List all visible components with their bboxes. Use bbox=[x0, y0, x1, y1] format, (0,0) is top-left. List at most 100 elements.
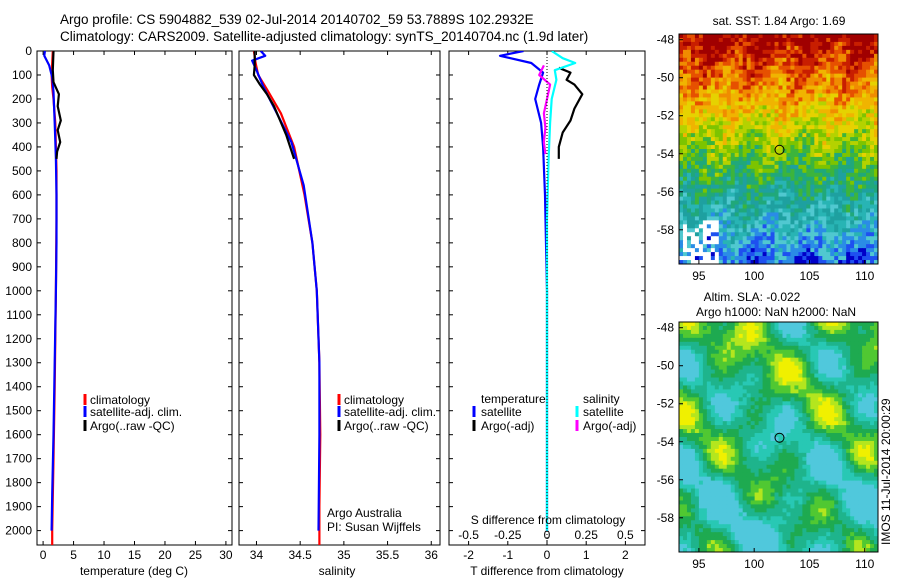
sla-map-cell bbox=[766, 425, 772, 430]
sst-map-cell bbox=[742, 73, 748, 79]
salinity-legend: climatology satellite-adj. clim. Argo(..… bbox=[327, 393, 436, 534]
sla-map-cell bbox=[770, 421, 776, 426]
sst-map-cell bbox=[806, 97, 811, 103]
sla-map-cell bbox=[830, 429, 835, 434]
sst-map-cell bbox=[682, 105, 688, 110]
sla-map-cell bbox=[734, 444, 740, 450]
sst-map-cell bbox=[786, 53, 792, 59]
sst-map-cell bbox=[794, 37, 799, 43]
sst-map-cell bbox=[750, 200, 756, 206]
sla-map-cell bbox=[842, 369, 847, 375]
sst-map-cell bbox=[758, 224, 764, 229]
sst-map-cell bbox=[694, 45, 700, 51]
sla-map-cell bbox=[798, 448, 803, 454]
sst-map-cell bbox=[850, 34, 855, 39]
sla-map-cell bbox=[874, 361, 878, 367]
sla-map-cell bbox=[706, 389, 712, 394]
sla-map-cell bbox=[814, 452, 819, 458]
sla-map-cell bbox=[846, 369, 851, 375]
sst-map-cell bbox=[810, 200, 815, 206]
sst-map-cell bbox=[714, 105, 720, 110]
sst-map-cell bbox=[822, 224, 827, 229]
sla-map-cell bbox=[702, 322, 708, 327]
sst-map-cell bbox=[726, 260, 732, 264]
sla-map-cell bbox=[818, 333, 823, 339]
sst-map-cell bbox=[822, 216, 827, 221]
sla-map-cell bbox=[870, 353, 875, 359]
sla-map-cell bbox=[710, 325, 716, 331]
sst-map-cell bbox=[686, 133, 692, 138]
sst-map-cell bbox=[758, 180, 764, 186]
sla-map-cell bbox=[790, 373, 796, 379]
sla-map-cell bbox=[726, 389, 732, 394]
sla-map-cell bbox=[762, 433, 768, 438]
sla-map-cell bbox=[686, 440, 692, 446]
sla-map-cell bbox=[730, 377, 736, 383]
sst-map-cell bbox=[738, 37, 744, 43]
sst-map-cell bbox=[782, 172, 788, 178]
sst-map-cell bbox=[782, 160, 788, 166]
sst-map-cell bbox=[710, 37, 716, 43]
sst-map-cell bbox=[786, 156, 792, 162]
sst-map-cell bbox=[834, 180, 839, 186]
sla-map-cell bbox=[814, 365, 819, 371]
sst-map-cell bbox=[810, 113, 815, 118]
sla-map-cell bbox=[842, 444, 847, 450]
sst-map-cell bbox=[830, 168, 835, 174]
sst-map-cell bbox=[690, 184, 696, 190]
sst-map-cell bbox=[798, 109, 803, 114]
sla-map-cell bbox=[770, 456, 776, 462]
sst-map-cell bbox=[778, 129, 784, 134]
sst-map-cell bbox=[810, 256, 815, 261]
sla-map-cell bbox=[774, 448, 780, 454]
sst-map-cell bbox=[790, 97, 796, 103]
sst-map-cell bbox=[834, 156, 839, 162]
sla-map-cell bbox=[786, 429, 792, 434]
sla-map-cell bbox=[686, 444, 692, 450]
sst-map-cell bbox=[774, 204, 780, 210]
sla-map-cell bbox=[834, 381, 839, 387]
sst-map-cell bbox=[698, 37, 704, 43]
sla-map-cell bbox=[682, 440, 688, 446]
sst-map-cell bbox=[866, 192, 871, 198]
sla-map-cell bbox=[774, 460, 780, 466]
sst-map-cell bbox=[782, 232, 788, 237]
sst-map-cell bbox=[842, 145, 847, 150]
sst-map-cell bbox=[858, 65, 863, 71]
sst-map-cell bbox=[826, 160, 831, 166]
sla-map-cell bbox=[818, 377, 823, 383]
sla-map-cell bbox=[790, 381, 796, 387]
sst-map-cell bbox=[770, 141, 776, 146]
sst-map-cell bbox=[794, 172, 799, 178]
sst-map-cell bbox=[838, 105, 843, 110]
sst-map-cell bbox=[690, 65, 696, 71]
sst-map-cell bbox=[874, 188, 878, 194]
sla-map-cell bbox=[806, 425, 811, 430]
sla-map-cell bbox=[694, 345, 700, 351]
sst-map-cell bbox=[782, 204, 788, 210]
sla-map-cell bbox=[750, 425, 756, 430]
sst-map-cell bbox=[786, 97, 792, 103]
sla-map-cell bbox=[806, 413, 811, 418]
sst-map-cell bbox=[714, 252, 720, 257]
sst-map-cell bbox=[726, 232, 732, 237]
sst-map-cell bbox=[710, 93, 716, 99]
sla-map-cell bbox=[802, 325, 807, 331]
sst-map-cell bbox=[798, 149, 803, 154]
sst-map-cell bbox=[762, 188, 768, 194]
sst-map-cell bbox=[694, 164, 700, 170]
sla-map-cell bbox=[830, 460, 835, 466]
sst-map-cell bbox=[686, 216, 692, 221]
sla-map-cell bbox=[874, 377, 878, 383]
sla-map-cell bbox=[694, 405, 700, 410]
depth-tick-label: 1700 bbox=[5, 452, 32, 466]
sst-map-cell bbox=[754, 204, 760, 210]
sst-map-cell bbox=[826, 220, 831, 225]
sst-map-cell bbox=[838, 81, 843, 87]
sla-map-cell bbox=[858, 452, 863, 458]
sst-map-cell bbox=[702, 77, 708, 83]
sst-map-cell bbox=[698, 244, 704, 249]
sst-map-cell bbox=[790, 129, 796, 134]
map-x-tick-label: 95 bbox=[692, 269, 706, 283]
sst-map-cell bbox=[742, 212, 748, 218]
